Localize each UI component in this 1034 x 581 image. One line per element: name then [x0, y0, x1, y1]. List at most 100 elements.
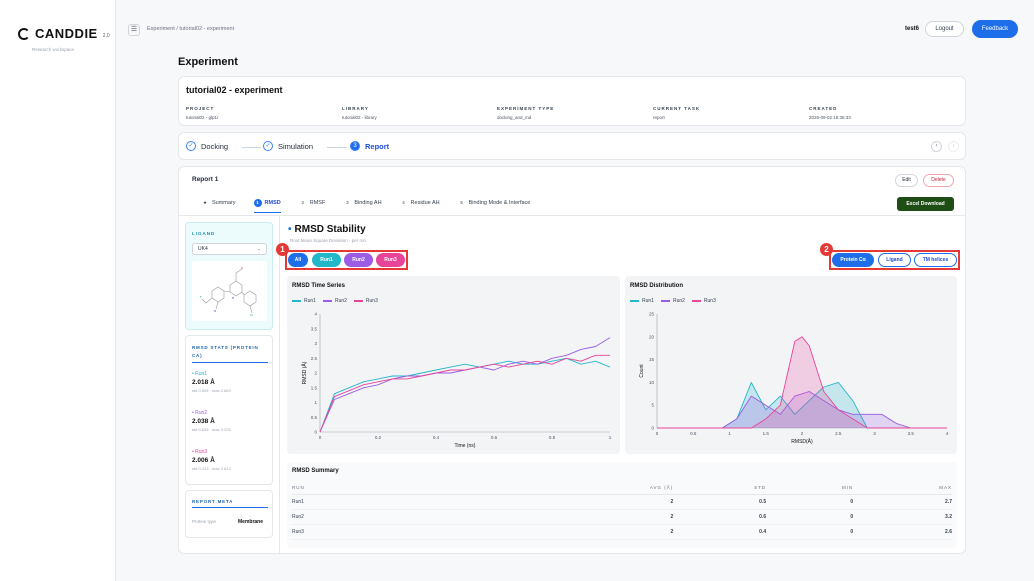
legend-label: Run3 [365, 298, 378, 304]
report-meta-value: Membrane [238, 519, 264, 525]
step-label: Simulation [278, 141, 314, 151]
stat-sub: std 0.633 · max 3.226 [192, 427, 231, 432]
legend-item[interactable]: Run1 [292, 298, 316, 304]
series-area-run2 [657, 391, 947, 428]
summary-title: RMSD Summary [292, 468, 339, 474]
legend-item[interactable]: Run2 [660, 298, 685, 304]
tab-binding-ah[interactable]: 3 Binding AH [343, 199, 381, 213]
rmsd-time-series-chart: 0 0.2 0.4 0.6 0.8 1 0 0.5 1 1.5 2 2.5 3 3.5 4 Time (ns)… [301, 312, 612, 450]
x-tick-label: 0.8 [549, 435, 556, 440]
chevron-right-icon[interactable]: › [948, 141, 959, 152]
menu-icon[interactable]: ☰ [128, 24, 140, 36]
filter-run2-button[interactable]: Run2 [344, 253, 373, 267]
target-tm-helices-button[interactable]: TM helices [914, 253, 957, 267]
tab-summary[interactable]: ★ Summary [201, 199, 236, 213]
legend-item[interactable]: Run3 [691, 298, 716, 304]
page-title: Experiment [178, 56, 238, 68]
stat-sub: std 0.413 · max 2.613 [192, 466, 231, 471]
series-area-run3 [657, 336, 947, 428]
legend-swatch [630, 300, 639, 302]
y-tick-label: 20 [649, 334, 655, 339]
column-header: MIN [766, 481, 854, 495]
target-protein-ca-button[interactable]: Protein Cα [832, 253, 874, 267]
tab-binding-mode[interactable]: 5 Binding Mode & Interface [458, 199, 530, 213]
meta-value: tutorial02 - glp1r [186, 115, 219, 120]
legend-swatch [292, 300, 301, 302]
breadcrumb[interactable]: Experiment / tutorial02 - experiment [147, 26, 235, 32]
star-icon: ★ [202, 200, 208, 205]
rmsd-distribution-chart: 0 0.5 1 1.5 2 2.5 3 3.5 4 0 5 10 15 20 25 RMSD(Å) Count [639, 312, 949, 446]
excel-download-button[interactable]: Excel Download [897, 197, 954, 211]
panel-divider [279, 215, 280, 554]
workflow-steps: ✓ Docking ✓ Simulation 3 Report ‹ › [178, 132, 966, 160]
meta-value: docking_and_md [497, 115, 532, 120]
table-cell: 2 [492, 524, 674, 540]
table-header-row: RUN AVG (Å) STD MIN MAX [292, 481, 952, 495]
y-tick-label: 0 [314, 430, 317, 435]
chart-legend: Run1 Run2 Run3 [630, 298, 716, 304]
table-cell: 2 [492, 494, 674, 510]
table-cell: 2.7 [853, 494, 952, 510]
ligand-select[interactable]: UK4 ⌄ [192, 243, 267, 255]
user-name: test6 [905, 26, 920, 32]
y-tick-label: 25 [649, 312, 655, 317]
series-line-run3 [657, 336, 947, 429]
x-tick-label: 3.5 [908, 431, 915, 436]
x-tick-label: 2.5 [835, 431, 842, 436]
experiment-name: tutorial02 - experiment [186, 85, 283, 95]
meta-current-task: CURRENT TASK report [653, 106, 700, 120]
check-icon: ✓ [263, 141, 273, 151]
tab-residue-ah[interactable]: 4 Residue AH [400, 199, 439, 213]
report-meta-panel: REPORT META Protein type Membrane [185, 490, 273, 538]
sidebar: CANDDIE 2.0 Research workspace [0, 0, 116, 581]
table-cell: 3.2 [853, 509, 952, 525]
legend-swatch [660, 300, 670, 302]
feedback-button[interactable]: Feedback [972, 20, 1018, 38]
chevron-left-icon[interactable]: ‹ [931, 141, 942, 152]
logo-icon [18, 27, 30, 40]
step-docking[interactable]: ✓ Docking [186, 141, 228, 151]
delete-button[interactable]: Delete [923, 174, 954, 187]
app-version: 2.0 [102, 32, 110, 39]
logout-button[interactable]: Logout [925, 21, 964, 37]
check-icon: ✓ [186, 141, 196, 151]
series-line-run2 [657, 391, 947, 429]
chart-title: RMSD Time Series [292, 283, 345, 289]
filter-run1-button[interactable]: Run1 [312, 253, 341, 267]
meta-key: EXPERIMENT TYPE [497, 106, 555, 111]
tab-label: RMSD [264, 200, 281, 206]
annotation-box-target-filters [829, 250, 960, 270]
x-tick-label: 0.2 [375, 435, 382, 440]
table-cell: Run3 [292, 524, 492, 540]
step-simulation[interactable]: ✓ Simulation [263, 141, 313, 151]
chart-legend: Run1 Run2 Run3 [292, 298, 378, 304]
tab-rmsf[interactable]: 2 RMSF [299, 199, 325, 213]
target-ligand-button[interactable]: Ligand [878, 253, 911, 267]
step-connector [242, 147, 261, 148]
table-row: Run3 2 0.4 0 2.6 [292, 524, 952, 540]
legend-item[interactable]: Run3 [353, 298, 378, 304]
legend-item[interactable]: Run2 [322, 298, 347, 304]
rmsd-time-series-card: RMSD Time Series Run1 Run2 Run3 0 0.2 0.4 0… [287, 276, 620, 454]
meta-key: LIBRARY [342, 106, 369, 111]
tab-label: Summary [212, 200, 236, 206]
stat-value: 2.006 Å [192, 457, 215, 464]
step-report[interactable]: 3 Report [350, 141, 389, 151]
filter-run3-button[interactable]: Run3 [376, 253, 405, 267]
column-header: AVG (Å) [492, 481, 674, 495]
stat-run1: • Run1 2.018 Å std 0.528 · max 2.663 [192, 371, 231, 393]
rmsd-stats-panel: RMSD STATS (PROTEIN CA) • Run1 2.018 Å s… [185, 335, 273, 485]
legend-swatch [691, 300, 701, 302]
legend-label: Run2 [334, 298, 347, 304]
annotation-box-run-filters [285, 250, 408, 270]
y-tick-label: 0.5 [311, 415, 318, 420]
y-axis-label: RMSD (Å) [301, 361, 308, 384]
filter-all-button[interactable]: All [288, 253, 308, 267]
app-logo[interactable]: CANDDIE 2.0 [18, 26, 110, 41]
legend-item[interactable]: Run1 [630, 298, 654, 304]
ligand-selected: UK4 [198, 246, 208, 252]
legend-label: Run1 [304, 298, 316, 304]
tab-rmsd[interactable]: 1 RMSD [253, 199, 281, 213]
edit-button[interactable]: Edit [895, 174, 918, 187]
y-tick-label: 1 [314, 400, 317, 405]
